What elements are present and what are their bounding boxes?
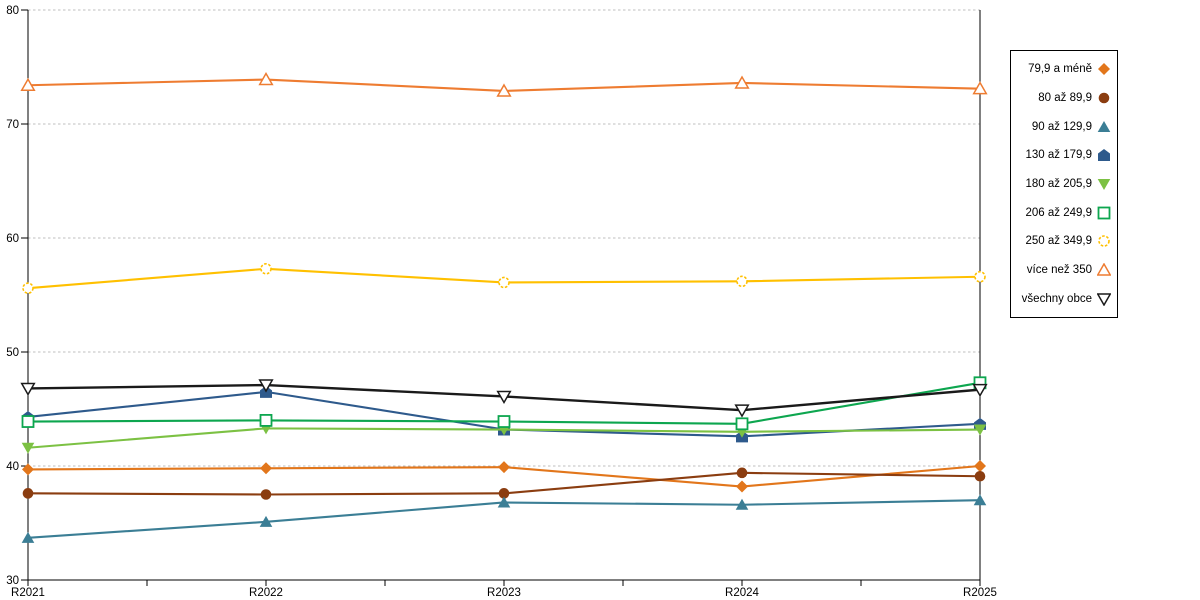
x-axis-tick-label: R2025 xyxy=(963,587,997,599)
legend-item-label: 250 až 349,9 xyxy=(1025,235,1092,248)
axes: 30 40 50 60 70 80 R2021 R2022 R2023 R2024 R2025 xyxy=(6,5,997,599)
diamond-marker-icon xyxy=(260,462,272,475)
triangle-down-marker-icon xyxy=(21,442,35,454)
series-0 xyxy=(22,460,986,493)
triangle-down-open-marker-icon xyxy=(734,404,750,418)
triangle-up-marker-icon xyxy=(497,496,511,508)
circle-open-dashed-marker-icon xyxy=(974,270,986,283)
square-open-marker-icon xyxy=(735,417,749,431)
legend-item: všechny obce xyxy=(1011,292,1117,306)
diamond-marker-icon xyxy=(974,460,986,472)
legend-triangle-up-open-icon xyxy=(1097,262,1111,276)
circle-open-dashed-marker-icon xyxy=(260,262,272,275)
circle-open-dashed-marker-icon xyxy=(22,282,34,294)
y-axis-tick-label: 70 xyxy=(6,119,19,131)
legend-pentagon-icon xyxy=(1098,149,1110,162)
chart-legend: 79,9 a méně 80 až 89,9 90 až 129,9 130 až 1… xyxy=(1010,50,1118,318)
square-open-marker-icon xyxy=(259,413,273,427)
circle-open-dashed-marker-icon xyxy=(736,275,748,288)
y-axis-tick-label: 30 xyxy=(6,575,19,587)
triangle-up-marker-icon xyxy=(735,498,749,510)
series-7 xyxy=(20,72,988,97)
diamond-marker-icon xyxy=(22,463,34,476)
series-8 xyxy=(20,379,988,418)
legend-item: 250 až 349,9 xyxy=(1011,234,1117,248)
legend-item-label: 90 až 129,9 xyxy=(1031,120,1092,133)
legend-item: 206 až 249,9 xyxy=(1011,206,1117,220)
circle-marker-icon xyxy=(974,470,986,482)
legend-item: 79,9 a méně xyxy=(1011,62,1117,76)
series-2 xyxy=(21,494,987,543)
legend-diamond-icon xyxy=(1098,63,1110,76)
triangle-up-open-marker-icon xyxy=(258,72,274,86)
legend-item-label: 206 až 249,9 xyxy=(1025,206,1092,219)
triangle-down-open-marker-icon xyxy=(972,383,988,398)
legend-circle-open-dashed-icon xyxy=(1098,235,1110,248)
circle-marker-icon xyxy=(22,488,34,499)
circle-marker-icon xyxy=(736,467,748,479)
circle-marker-icon xyxy=(260,489,272,500)
triangle-down-open-marker-icon xyxy=(20,382,36,396)
y-axis-tick-label: 80 xyxy=(6,5,19,17)
series-5 xyxy=(21,376,987,431)
series-6 xyxy=(22,262,986,294)
square-open-marker-icon xyxy=(21,415,35,428)
triangle-up-open-marker-icon xyxy=(734,75,750,89)
triangle-down-open-marker-icon xyxy=(496,390,512,404)
triangle-up-open-marker-icon xyxy=(972,81,988,95)
legend-item-label: více než 350 xyxy=(1026,263,1092,276)
legend-item: 80 až 89,9 xyxy=(1011,91,1117,105)
legend-square-open-icon xyxy=(1097,206,1111,220)
triangle-down-marker-icon xyxy=(973,424,987,436)
diamond-marker-icon xyxy=(498,461,510,474)
x-axis-tick-label: R2023 xyxy=(487,587,521,599)
legend-item: 90 až 129,9 xyxy=(1011,120,1117,134)
triangle-up-open-marker-icon xyxy=(20,77,36,91)
legend-item-label: 130 až 179,9 xyxy=(1025,149,1092,162)
y-axis-tick-label: 50 xyxy=(6,347,19,359)
triangle-up-marker-icon xyxy=(973,494,987,506)
legend-triangle-up-icon xyxy=(1097,120,1111,132)
triangle-up-marker-icon xyxy=(21,531,35,543)
triangle-up-open-marker-icon xyxy=(496,83,512,97)
legend-circle-icon xyxy=(1098,92,1110,104)
series-1 xyxy=(22,467,986,500)
x-axis-tick-label: R2022 xyxy=(249,587,283,599)
y-axis-tick-label: 60 xyxy=(6,233,19,245)
y-axis-tick-label: 40 xyxy=(6,461,19,473)
triangle-up-marker-icon xyxy=(259,515,273,527)
legend-item: 130 až 179,9 xyxy=(1011,148,1117,162)
legend-item: více než 350 xyxy=(1011,262,1117,277)
legend-item-label: všechny obce xyxy=(1021,292,1092,305)
circle-open-dashed-marker-icon xyxy=(498,276,510,289)
x-axis-tick-label: R2021 xyxy=(11,587,45,599)
diamond-marker-icon xyxy=(736,480,748,493)
legend-triangle-down-icon xyxy=(1097,178,1111,190)
square-open-marker-icon xyxy=(497,415,511,428)
circle-marker-icon xyxy=(498,488,510,499)
triangle-down-open-marker-icon xyxy=(258,379,274,393)
legend-item-label: 180 až 205,9 xyxy=(1025,177,1092,190)
x-axis-tick-label: R2024 xyxy=(725,587,759,599)
legend-item-label: 79,9 a méně xyxy=(1028,63,1092,76)
legend-triangle-down-open-icon xyxy=(1097,292,1111,306)
legend-item-label: 80 až 89,9 xyxy=(1038,91,1092,104)
legend-item: 180 až 205,9 xyxy=(1011,177,1117,191)
